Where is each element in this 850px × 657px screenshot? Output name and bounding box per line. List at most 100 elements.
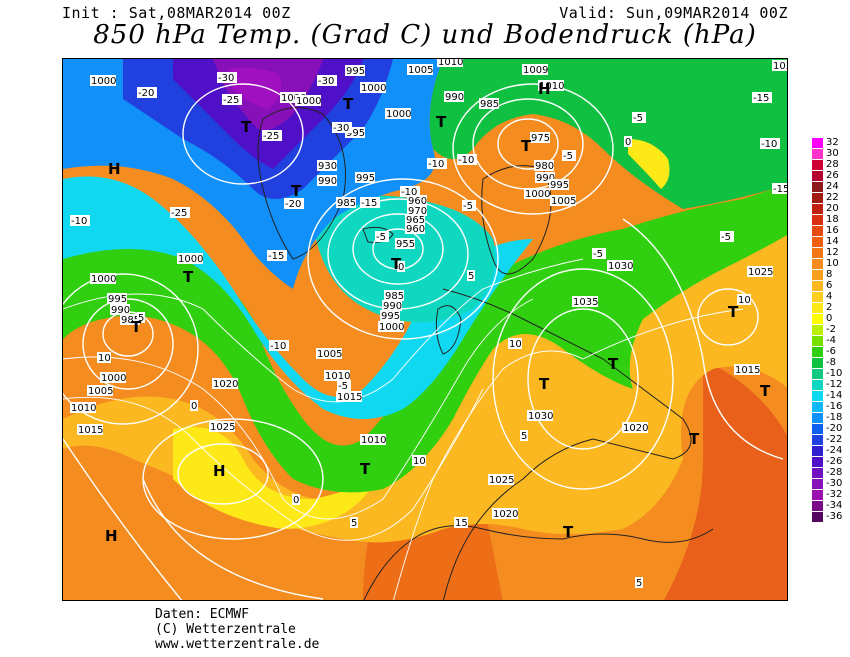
pressure-label: 1000: [525, 189, 550, 200]
pressure-label-bg: [384, 290, 404, 301]
coastline-british-isles: [435, 305, 462, 355]
legend-row: 8: [812, 269, 850, 280]
high-pressure-symbol: H: [108, 160, 121, 178]
pressure-label-bg: [530, 132, 550, 143]
legend-row: 0: [812, 313, 850, 324]
legend-row: -14: [812, 390, 850, 401]
legend-label: 6: [826, 280, 833, 291]
legend-swatch: [812, 259, 823, 269]
temperature-label: 0: [293, 495, 299, 506]
isobar-low-icelandic-2: [352, 213, 444, 285]
pressure-label-bg: [527, 410, 553, 421]
temperature-label: 5: [468, 271, 474, 282]
temp-region-green-north: [429, 59, 787, 209]
pressure-label: 995: [346, 66, 365, 77]
low-pressure-symbol: T: [291, 182, 302, 200]
temp-region-green: [63, 184, 787, 493]
pressure-label: 1010: [438, 59, 463, 68]
legend-row: -22: [812, 434, 850, 445]
low-pressure-symbol: T: [183, 268, 194, 286]
pressure-label-bg: [535, 172, 555, 183]
low-pressure-symbol: T: [131, 318, 142, 336]
legend-label: 20: [826, 203, 839, 214]
temperature-label-bg: [624, 136, 632, 147]
coastline-africa: [363, 525, 714, 600]
legend-label: 28: [826, 159, 839, 170]
low-pressure-symbol: T: [563, 523, 574, 541]
legend-row: -12: [812, 379, 850, 390]
legend-label: -30: [826, 478, 843, 489]
temperature-label-bg: [317, 75, 337, 86]
legend-swatch: [812, 336, 823, 346]
pressure-label: 985: [385, 291, 404, 302]
pressure-label-bg: [120, 314, 140, 325]
pressure-label-bg: [70, 402, 96, 413]
legend-label: 32: [826, 137, 839, 148]
pressure-label: 1009: [523, 65, 548, 76]
pressure-label: 1020: [623, 423, 648, 434]
coastline-greenland: [257, 107, 346, 260]
high-pressure-symbol: H: [538, 80, 551, 98]
legend-swatch: [812, 171, 823, 181]
pressure-label: 1020: [493, 509, 518, 520]
temperature-label: -25: [263, 131, 279, 142]
temperature-label-bg: [592, 248, 606, 259]
valid-time: Valid: Sun,09MAR2014 00Z: [559, 4, 788, 22]
temperature-label-bg: [457, 154, 477, 165]
isobar-1030-arc: [622, 218, 784, 460]
temperature-label: 5: [636, 578, 642, 589]
low-pressure-symbol: T: [360, 460, 371, 478]
temperature-label-bg: [97, 352, 111, 363]
temperature-label-bg: [772, 183, 787, 194]
temperature-label-bg: [397, 261, 405, 272]
legend-row: 12: [812, 247, 850, 258]
temperature-label: -15: [753, 93, 769, 104]
legend-swatch: [812, 182, 823, 192]
temperature-label-bg: [520, 430, 528, 441]
pressure-label: 990: [383, 301, 402, 312]
legend-row: -30: [812, 478, 850, 489]
pressure-label-bg: [395, 238, 415, 249]
low-pressure-symbol: T: [521, 137, 532, 155]
temperature-label-bg: [454, 517, 468, 528]
temperature-label-bg: [217, 72, 237, 83]
legend-label: -2: [826, 324, 836, 335]
legend-row: -26: [812, 456, 850, 467]
pressure-label-bg: [488, 474, 514, 485]
pressure-label-bg: [295, 95, 321, 106]
legend-swatch: [812, 204, 823, 214]
pressure-label: 1025: [489, 475, 514, 486]
pressure-label: 1035: [573, 297, 598, 308]
pressure-label: 1005: [408, 65, 433, 76]
legend-label: -32: [826, 489, 843, 500]
temperature-label-bg: [137, 87, 157, 98]
legend-label: 8: [826, 269, 833, 280]
temperature-label: -30: [218, 73, 234, 84]
temperature-label: -5: [463, 201, 473, 212]
init-time: Init : Sat,08MAR2014 00Z: [62, 4, 291, 22]
legend-swatch: [812, 226, 823, 236]
temperature-label: -30: [318, 76, 334, 87]
legend-row: 4: [812, 291, 850, 302]
pressure-label: 1025: [748, 267, 773, 278]
isobar-high-europe-2: [492, 268, 674, 490]
temperature-label: 10: [98, 353, 111, 364]
temperature-label: -5: [338, 381, 348, 392]
legend-label: -16: [826, 401, 843, 412]
legend-swatch: [812, 248, 823, 258]
pressure-label: 1000: [178, 254, 203, 265]
isotherm-0: [63, 298, 534, 520]
pressure-label-bg: [212, 378, 238, 389]
pressure-label-bg: [437, 59, 463, 67]
pressure-label-bg: [622, 422, 648, 433]
pressure-label-bg: [209, 421, 235, 432]
legend-swatch: [812, 413, 823, 423]
pressure-label-bg: [405, 223, 425, 234]
pressure-label: 995: [381, 311, 400, 322]
legend-row: -16: [812, 401, 850, 412]
pressure-label-bg: [355, 172, 375, 183]
pressure-label-bg: [317, 160, 337, 171]
legend-row: 30: [812, 148, 850, 159]
legend-swatch: [812, 314, 823, 324]
pressure-label: 1000: [91, 274, 116, 285]
